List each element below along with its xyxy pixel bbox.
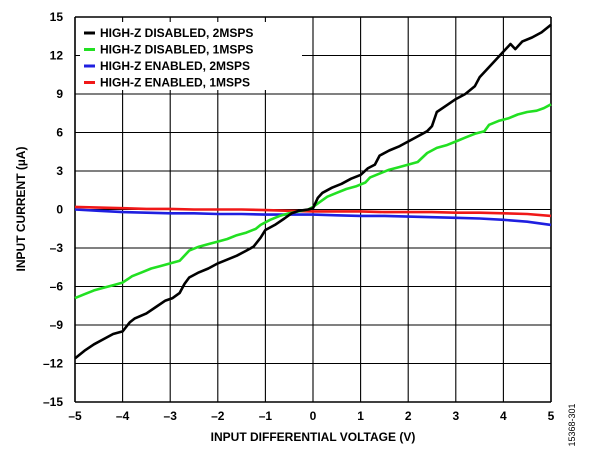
x-tick-label: –1 (259, 409, 273, 423)
y-tick-label: 9 (56, 87, 63, 101)
figure-id: 15368-301 (567, 403, 577, 446)
y-tick-label: –9 (50, 318, 64, 332)
legend: HIGH-Z DISABLED, 2MSPS HIGH-Z DISABLED, 1… (80, 22, 302, 90)
x-tick-label: 0 (310, 409, 317, 423)
y-tick-label: –3 (50, 241, 64, 255)
legend-background (80, 22, 302, 90)
x-tick-label: –4 (116, 409, 130, 423)
y-tick-label: 12 (50, 49, 64, 63)
legend-label: HIGH-Z DISABLED, 2MSPS (100, 26, 253, 40)
series-line (74, 208, 552, 227)
y-tick-label: 6 (56, 126, 63, 140)
x-tick-label: 2 (405, 409, 412, 423)
y-axis-tick-labels: –15 –12 –9 –6 –3 0 3 6 9 12 15 (43, 10, 63, 409)
x-tick-label: –5 (68, 409, 82, 423)
x-tick-label: –2 (211, 409, 225, 423)
y-tick-label: 3 (56, 164, 63, 178)
y-tick-label: –15 (43, 395, 63, 409)
y-tick-label: 15 (50, 10, 64, 24)
series-line (74, 23, 552, 360)
series-line (74, 205, 552, 218)
x-axis-title: INPUT DIFFERENTIAL VOLTAGE (V) (211, 430, 416, 444)
y-tick-label: 0 (56, 203, 63, 217)
x-tick-label: 5 (548, 409, 555, 423)
x-tick-label: 3 (452, 409, 459, 423)
x-tick-label: 1 (357, 409, 364, 423)
x-tick-label: 4 (500, 409, 507, 423)
y-axis-title: INPUT CURRENT (µA) (14, 147, 28, 272)
legend-label: HIGH-Z DISABLED, 1MSPS (100, 43, 253, 57)
series-line (74, 103, 552, 300)
data-series (74, 23, 552, 360)
x-tick-label: –3 (164, 409, 178, 423)
legend-label: HIGH-Z ENABLED, 2MSPS (100, 59, 250, 73)
legend-label: HIGH-Z ENABLED, 1MSPS (100, 76, 250, 90)
x-axis-tick-labels: –5 –4 –3 –2 –1 0 1 2 3 4 5 (68, 409, 554, 423)
y-tick-label: –12 (43, 357, 63, 371)
y-tick-label: –6 (50, 280, 64, 294)
